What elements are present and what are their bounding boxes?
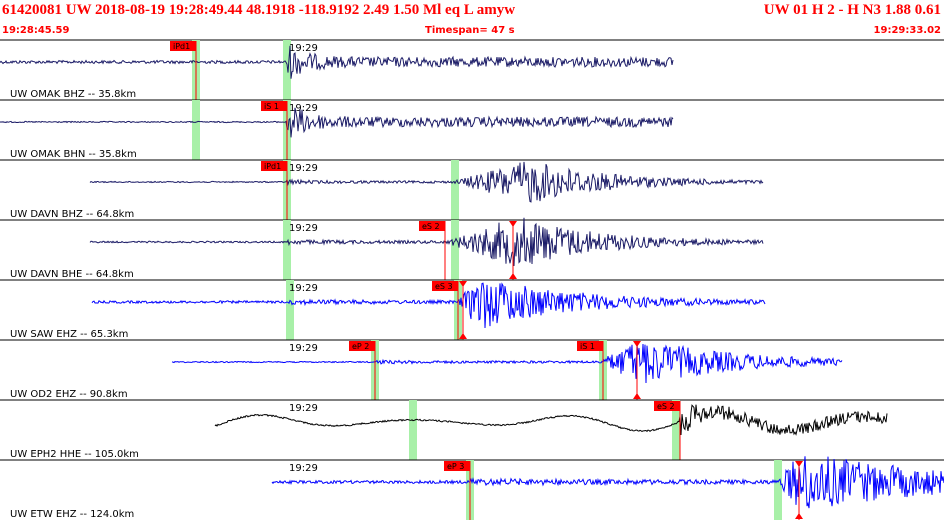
- trace-panel[interactable]: 19:29 eP 3 UW ETW EHZ -- 124.0km: [0, 456, 944, 520]
- trace-panel[interactable]: 19:29 eS 3 UW SAW EHZ -- 65.3km: [0, 279, 944, 340]
- trace-panel[interactable]: 19:29 iS 1 UW OMAK BHN -- 35.8km: [0, 99, 944, 160]
- channel-summary: UW 01 H 2 - H N3 1.88 0.61: [763, 2, 941, 18]
- start-time: 19:28:45.59: [2, 25, 70, 36]
- station-label: UW OMAK BHZ -- 35.8km: [10, 89, 136, 100]
- station-label: UW EPH2 HHE -- 105.0km: [10, 449, 139, 460]
- pick-label: iPd1: [264, 162, 281, 171]
- pick-marker-bottom: [509, 273, 517, 279]
- pick-label: eP 2: [352, 342, 369, 351]
- trace-panel[interactable]: 19:29 iPd1 UW OMAK BHZ -- 35.8km: [0, 39, 944, 100]
- phase-window: [192, 100, 200, 160]
- pick-flag[interactable]: [577, 341, 603, 351]
- phase-window: [409, 400, 417, 460]
- pick-label: eP 3: [447, 462, 464, 471]
- waveform: [89, 217, 764, 267]
- waveform: [0, 45, 674, 79]
- trace-panel[interactable]: 19:29 eS 2 UW EPH2 HHE -- 105.0km: [0, 399, 944, 460]
- pick-flag[interactable]: [261, 101, 287, 111]
- minute-mark: 19:29: [289, 343, 318, 354]
- station-label: UW OD2 EHZ -- 90.8km: [10, 389, 128, 400]
- pick-marker-bottom: [795, 513, 803, 519]
- minute-mark: 19:29: [289, 163, 318, 174]
- phase-window: [774, 460, 782, 520]
- waveform: [171, 343, 843, 384]
- pick-marker-top: [509, 221, 517, 227]
- station-label: UW DAVN BHZ -- 64.8km: [10, 209, 134, 220]
- pick-flag[interactable]: [654, 401, 680, 411]
- trace-panel[interactable]: 19:29 eP 2 iS 1 UW OD2 EHZ -- 90.8km: [0, 339, 944, 400]
- waveform: [214, 404, 888, 436]
- pick-marker-top: [459, 281, 467, 287]
- station-label: UW OMAK BHN -- 35.8km: [10, 149, 137, 160]
- pick-flag[interactable]: [444, 461, 470, 471]
- minute-mark: 19:29: [289, 403, 318, 414]
- minute-mark: 19:29: [289, 43, 318, 54]
- pick-label: eS 2: [657, 402, 675, 411]
- pick-marker-top: [633, 341, 641, 347]
- waveform: [271, 456, 944, 509]
- minute-mark: 19:29: [289, 463, 318, 474]
- pick-label: iS 1: [264, 102, 279, 111]
- station-label: UW ETW EHZ -- 124.0km: [10, 509, 134, 520]
- end-time: 19:29:33.02: [873, 25, 941, 36]
- pick-label: iPd1: [173, 42, 190, 51]
- minute-mark: 19:29: [289, 103, 318, 114]
- phase-window: [672, 400, 680, 460]
- station-label: UW SAW EHZ -- 65.3km: [10, 329, 128, 340]
- timespan: Timespan= 47 s: [425, 25, 515, 36]
- pick-flag[interactable]: [432, 281, 458, 291]
- trace-panel[interactable]: 19:29 iPd1 UW DAVN BHZ -- 64.8km: [0, 159, 944, 220]
- waveform: [89, 161, 764, 203]
- pick-marker-bottom: [459, 333, 467, 339]
- pick-marker-top: [795, 461, 803, 467]
- pick-label: eS 2: [422, 222, 440, 231]
- minute-mark: 19:29: [289, 223, 318, 234]
- pick-label: iS 1: [580, 342, 595, 351]
- phase-window: [283, 40, 291, 100]
- pick-flag[interactable]: [349, 341, 375, 351]
- pick-marker-bottom: [633, 393, 641, 399]
- trace-panel[interactable]: 19:29 eS 2 UW DAVN BHE -- 64.8km: [0, 217, 944, 280]
- pick-flag[interactable]: [170, 41, 196, 51]
- waveform: [91, 282, 766, 329]
- phase-window: [283, 220, 291, 280]
- phase-window: [286, 280, 294, 340]
- minute-mark: 19:29: [289, 283, 318, 294]
- pick-flag[interactable]: [419, 221, 445, 231]
- pick-flag[interactable]: [261, 161, 287, 171]
- station-label: UW DAVN BHE -- 64.8km: [10, 269, 134, 280]
- event-summary: 61420081 UW 2018-08-19 19:28:49.44 48.19…: [2, 2, 516, 18]
- waveform: [0, 107, 674, 138]
- phase-window: [451, 160, 459, 220]
- event-header: 61420081 UW 2018-08-19 19:28:49.44 48.19…: [0, 0, 944, 40]
- phase-window: [451, 220, 459, 280]
- pick-label: eS 3: [435, 282, 453, 291]
